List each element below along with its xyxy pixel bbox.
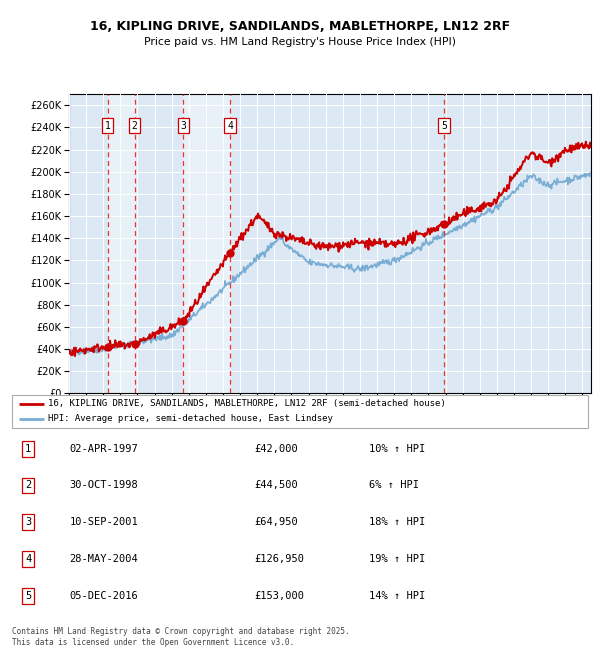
Text: 4: 4 [227, 121, 233, 131]
Bar [107, 94, 134, 393]
Text: 05-DEC-2016: 05-DEC-2016 [70, 591, 139, 601]
Text: 5: 5 [441, 121, 447, 131]
Text: Price paid vs. HM Land Registry's House Price Index (HPI): Price paid vs. HM Land Registry's House … [144, 37, 456, 47]
Text: HPI: Average price, semi-detached house, East Lindsey: HPI: Average price, semi-detached house,… [48, 415, 332, 423]
Text: £42,000: £42,000 [254, 444, 298, 454]
Text: Contains HM Land Registry data © Crown copyright and database right 2025.
This d: Contains HM Land Registry data © Crown c… [12, 627, 350, 647]
Text: 3: 3 [181, 121, 187, 131]
Text: 10-SEP-2001: 10-SEP-2001 [70, 517, 139, 527]
Text: 5: 5 [25, 591, 31, 601]
Text: 02-APR-1997: 02-APR-1997 [70, 444, 139, 454]
Text: 19% ↑ HPI: 19% ↑ HPI [369, 554, 425, 564]
Text: 1: 1 [104, 121, 110, 131]
Text: £64,950: £64,950 [254, 517, 298, 527]
Text: 3: 3 [25, 517, 31, 527]
Text: 16, KIPLING DRIVE, SANDILANDS, MABLETHORPE, LN12 2RF (semi-detached house): 16, KIPLING DRIVE, SANDILANDS, MABLETHOR… [48, 400, 445, 408]
Text: £44,500: £44,500 [254, 480, 298, 491]
Text: 2: 2 [25, 480, 31, 491]
Text: 6% ↑ HPI: 6% ↑ HPI [369, 480, 419, 491]
FancyBboxPatch shape [12, 395, 588, 428]
Text: 1: 1 [25, 444, 31, 454]
Text: 14% ↑ HPI: 14% ↑ HPI [369, 591, 425, 601]
Text: 2: 2 [131, 121, 137, 131]
Text: 30-OCT-1998: 30-OCT-1998 [70, 480, 139, 491]
Text: 16, KIPLING DRIVE, SANDILANDS, MABLETHORPE, LN12 2RF: 16, KIPLING DRIVE, SANDILANDS, MABLETHOR… [90, 20, 510, 32]
Bar [184, 94, 230, 393]
Text: £153,000: £153,000 [254, 591, 304, 601]
Text: 28-MAY-2004: 28-MAY-2004 [70, 554, 139, 564]
Text: 10% ↑ HPI: 10% ↑ HPI [369, 444, 425, 454]
Text: £126,950: £126,950 [254, 554, 304, 564]
Text: 4: 4 [25, 554, 31, 564]
Text: 18% ↑ HPI: 18% ↑ HPI [369, 517, 425, 527]
